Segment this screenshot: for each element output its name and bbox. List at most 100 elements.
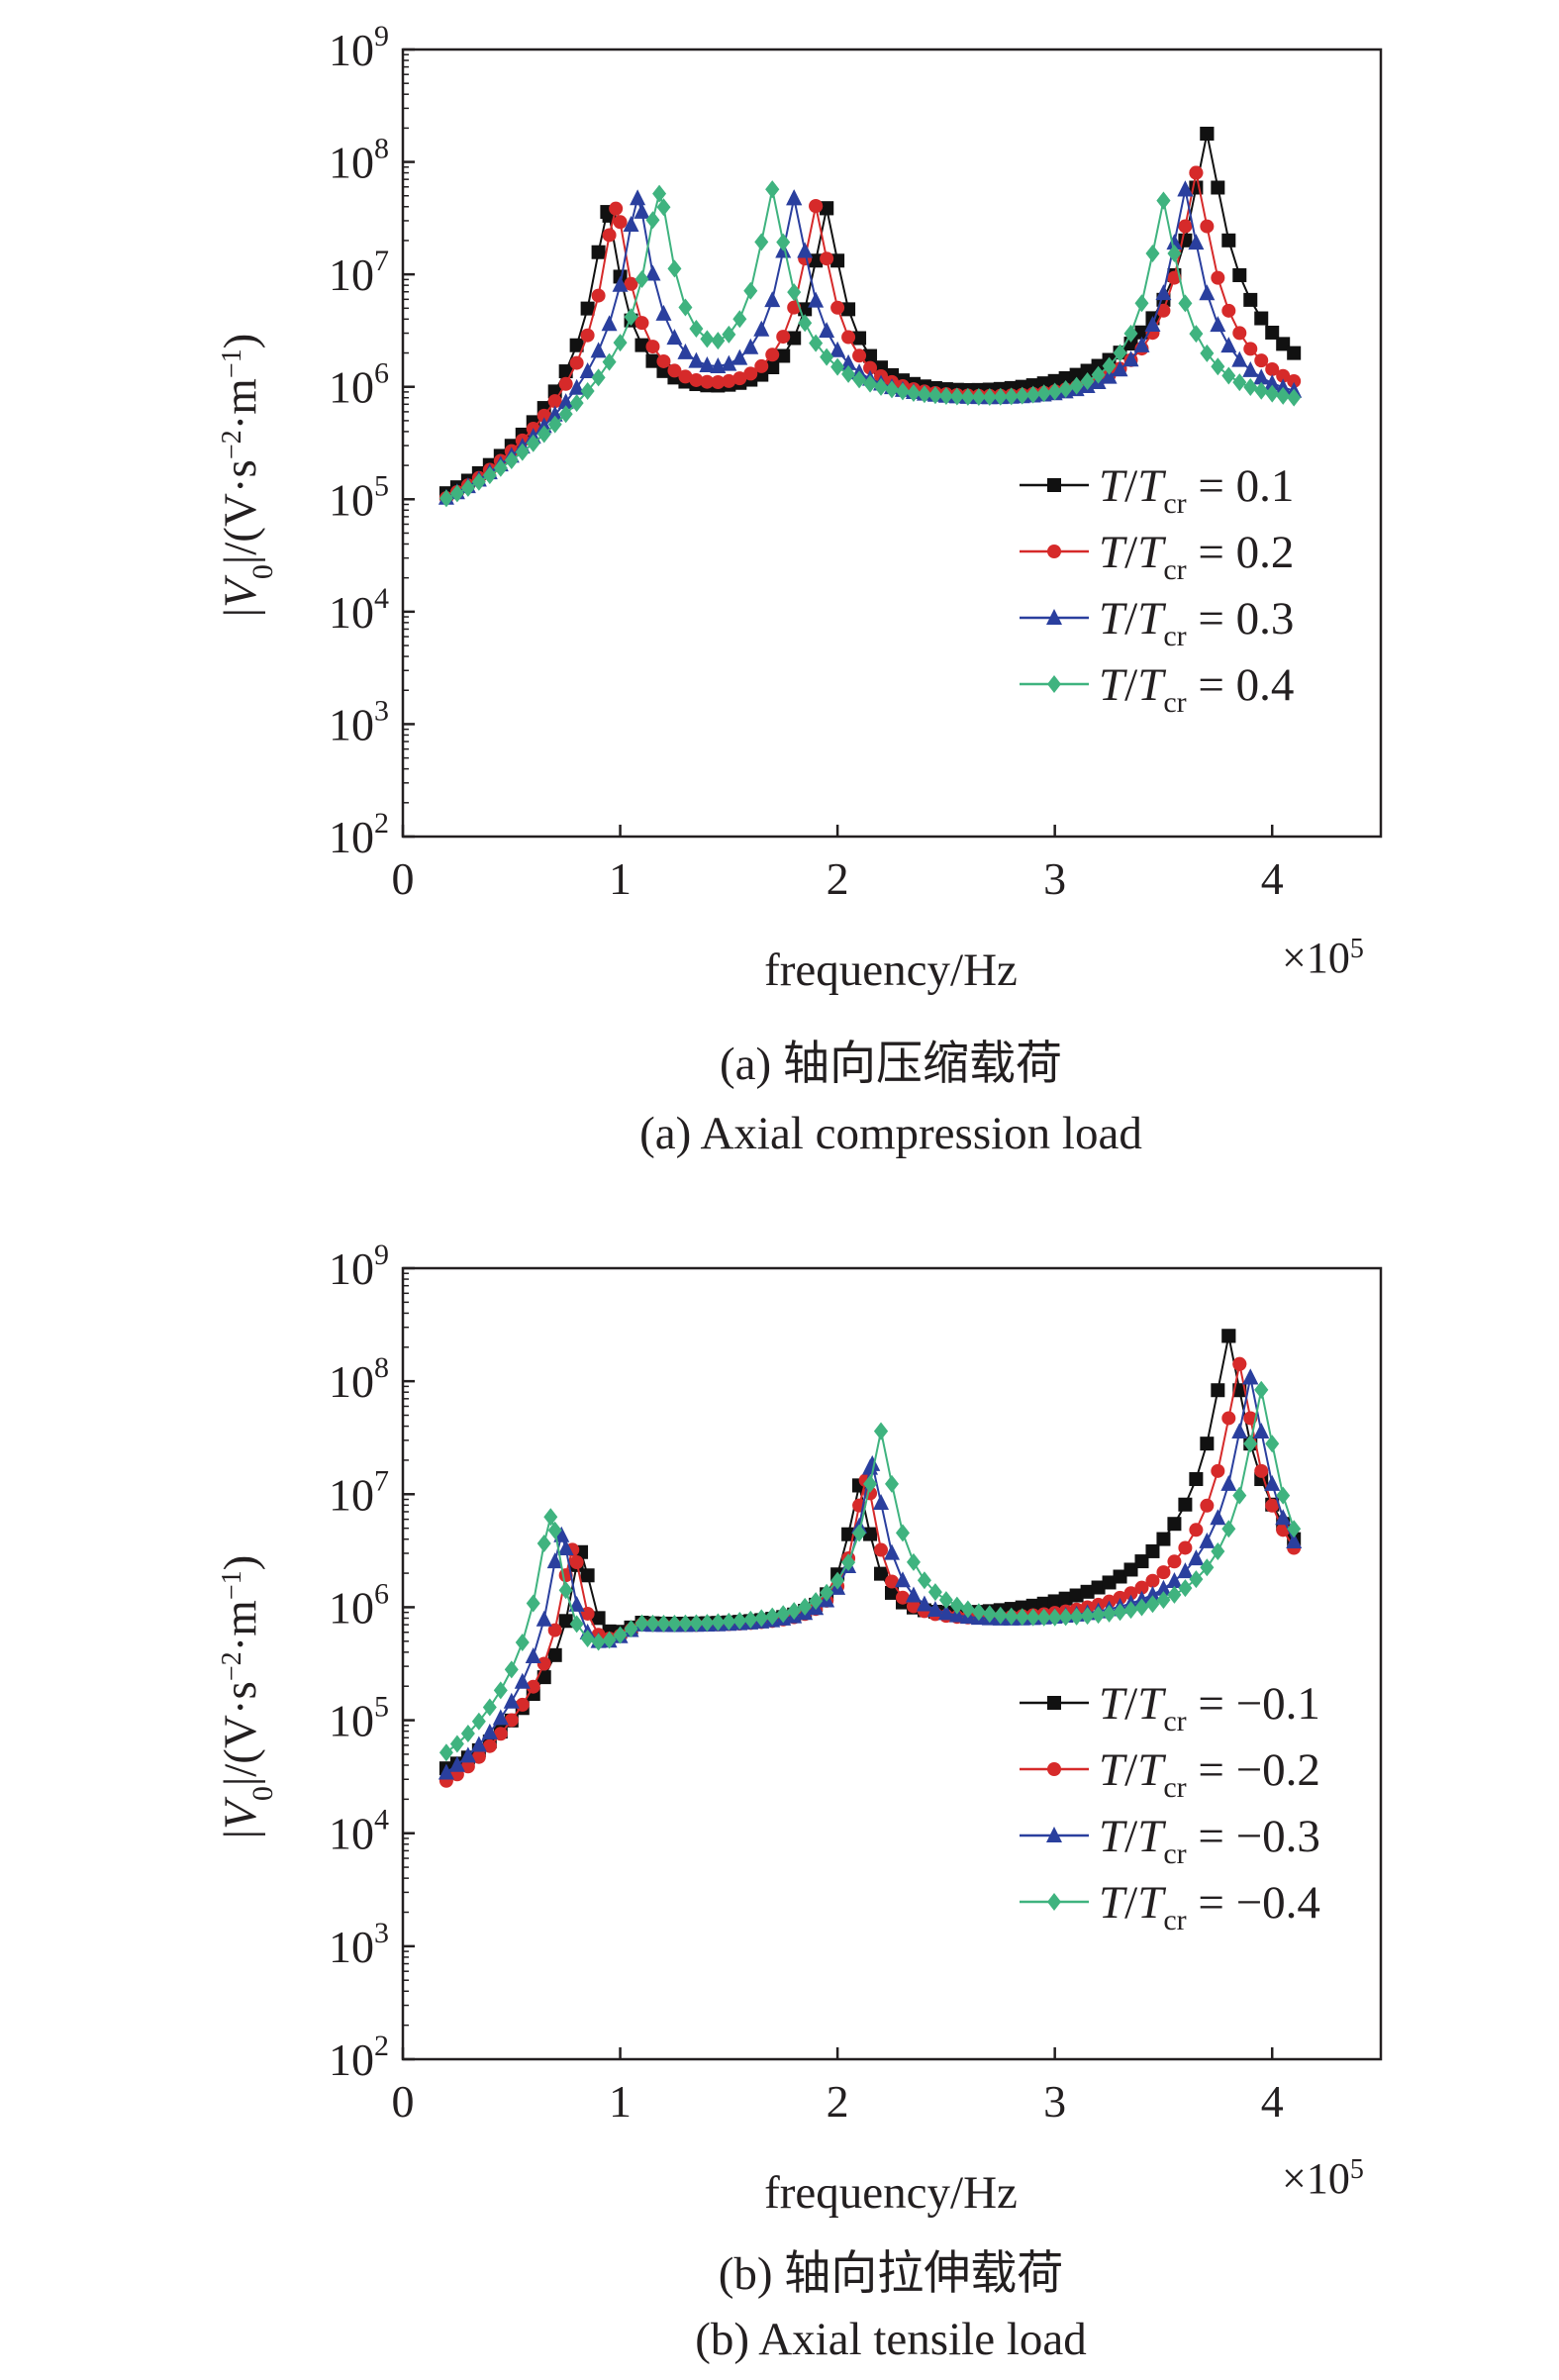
- data-point: [852, 370, 867, 389]
- data-point: [602, 1631, 617, 1649]
- data-point: [743, 1610, 758, 1629]
- y-tick-label: 105: [329, 1691, 389, 1746]
- data-point: [1189, 1570, 1204, 1589]
- legend-b: T/Tcr = −0.1 T/Tcr = −0.2 T/Tcr = −0.3 T/Tc…: [1020, 1678, 1320, 1936]
- data-point: [449, 1735, 464, 1753]
- data-point: [1243, 378, 1258, 397]
- data-point: [830, 1571, 845, 1590]
- data-point: [634, 269, 649, 288]
- data-point: [863, 374, 878, 393]
- data-point: [798, 314, 813, 333]
- data-point: [1221, 303, 1236, 318]
- data-point: [1080, 372, 1095, 391]
- legend-label: T/Tcr = 0.2: [1099, 527, 1294, 586]
- data-point: [1200, 219, 1215, 234]
- data-point: [482, 1738, 497, 1753]
- data-point: [982, 387, 997, 406]
- data-point: [1069, 1607, 1084, 1626]
- legend-label: T/Tcr = −0.3: [1099, 1811, 1320, 1870]
- data-point: [678, 298, 693, 317]
- data-point: [569, 355, 584, 370]
- data-point: [722, 1612, 736, 1631]
- y-tick-label: 102: [329, 807, 389, 862]
- chart-panel-a: 0 1 2 3 4 102 103 104 105 106 107 108 109 T/Tcr = 0.…: [0, 0, 1559, 1178]
- data-point: [493, 1727, 508, 1741]
- data-point: [1167, 245, 1182, 263]
- legend-item: T/Tcr = −0.2: [1020, 1744, 1320, 1804]
- data-point: [1221, 366, 1236, 385]
- data-point: [917, 1571, 931, 1590]
- data-point: [1036, 1608, 1051, 1627]
- data-point: [787, 283, 802, 302]
- ticks-b: 0 1 2 3 4 102 103 104 105 106 107 108 109: [329, 1239, 1284, 2127]
- data-point: [1200, 344, 1215, 362]
- data-point: [656, 363, 671, 378]
- data-point: [894, 1571, 911, 1588]
- data-point: [568, 1595, 585, 1612]
- data-point: [1254, 1380, 1269, 1399]
- data-point: [820, 201, 834, 216]
- data-point: [482, 466, 497, 485]
- data-point: [666, 329, 683, 346]
- data-point: [493, 1681, 508, 1700]
- data-point: [1189, 1523, 1204, 1537]
- data-point: [547, 415, 562, 434]
- legend-item: T/Tcr = −0.1: [1020, 1678, 1320, 1737]
- y-axis-label-a: |V0|/(V·s−2·m−1): [215, 334, 279, 618]
- data-point: [678, 369, 693, 384]
- series-line: [445, 172, 1295, 499]
- data-point: [1232, 1486, 1247, 1505]
- data-point: [852, 1524, 867, 1542]
- data-point: [558, 376, 573, 391]
- data-point: [1200, 1558, 1215, 1577]
- data-point: [1058, 379, 1073, 398]
- data-point: [1200, 126, 1215, 141]
- data-point: [949, 387, 964, 406]
- data-point: [743, 281, 758, 300]
- data-point: [1188, 1549, 1205, 1566]
- data-point: [1253, 368, 1270, 385]
- data-point: [820, 347, 834, 366]
- data-point: [895, 382, 910, 401]
- data-point: [765, 360, 780, 375]
- data-point: [754, 233, 769, 251]
- y-axis-label-b: |V0|/(V·s−2·m−1): [215, 1555, 279, 1839]
- ticks-a: 0 1 2 3 4 102 103 104 105 106 107 108 109: [329, 20, 1284, 904]
- data-point: [1166, 1572, 1183, 1589]
- data-point: [624, 276, 638, 291]
- data-point: [841, 364, 856, 383]
- data-point: [820, 251, 834, 266]
- data-point: [1133, 336, 1150, 352]
- data-point: [731, 348, 748, 365]
- data-point: [526, 1594, 540, 1613]
- data-point: [667, 259, 682, 278]
- data-point: [580, 1606, 595, 1621]
- legend-item: T/Tcr = 0.1: [1020, 460, 1294, 520]
- y-tick-label: 103: [329, 1917, 389, 1972]
- chart-a-svg: 0 1 2 3 4 102 103 104 105 106 107 108 109 T/Tcr = 0.…: [215, 20, 1383, 1159]
- data-point: [1155, 1579, 1172, 1596]
- data-point: [547, 1623, 562, 1637]
- data-point: [547, 1521, 562, 1539]
- data-point: [1144, 316, 1161, 333]
- data-point: [830, 357, 845, 376]
- data-point: [874, 1422, 889, 1440]
- data-point: [916, 1595, 932, 1612]
- data-point: [732, 310, 747, 329]
- caption-en-a: (a) Axial compression load: [639, 1108, 1142, 1159]
- data-point: [460, 1759, 475, 1774]
- legend-label: T/Tcr = −0.4: [1099, 1877, 1320, 1936]
- data-point: [1177, 180, 1194, 197]
- x-tick-label: 2: [827, 2076, 849, 2127]
- data-point: [1232, 1383, 1247, 1398]
- legend-item: T/Tcr = 0.3: [1020, 593, 1294, 652]
- data-point: [634, 316, 649, 331]
- data-point: [601, 315, 618, 332]
- legend-label: T/Tcr = −0.1: [1099, 1678, 1320, 1737]
- data-point: [481, 1723, 498, 1739]
- data-point: [711, 332, 726, 350]
- data-point: [438, 1743, 453, 1762]
- data-point: [1253, 1422, 1270, 1438]
- caption-cn-a: (a) 轴向压缩载荷: [720, 1039, 1062, 1090]
- data-point: [546, 1552, 563, 1569]
